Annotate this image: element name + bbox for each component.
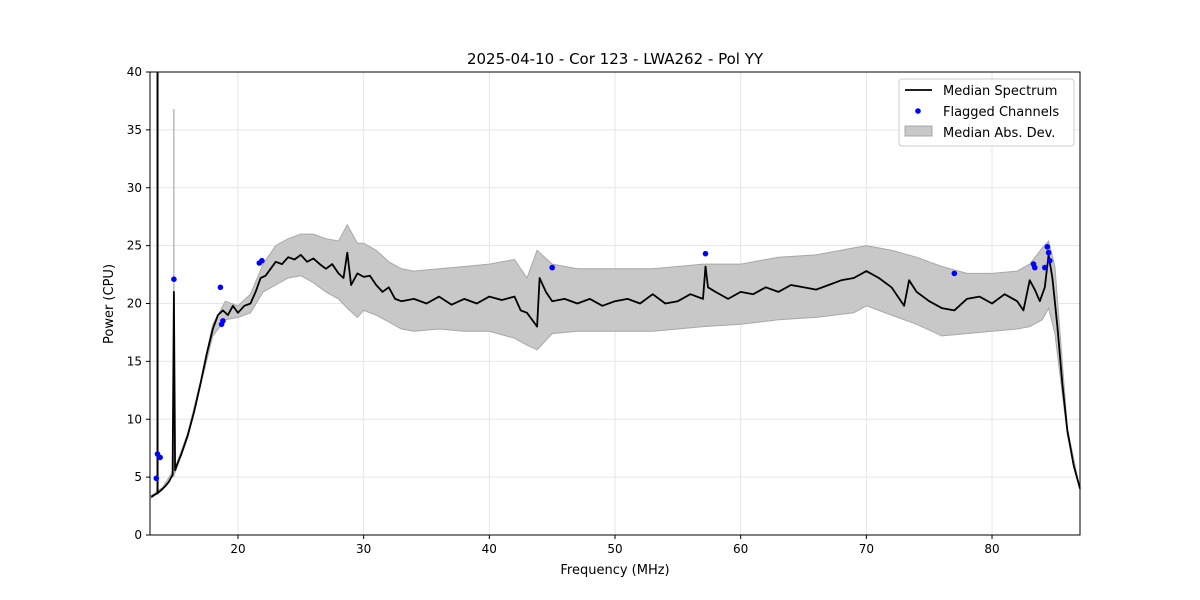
x-tick-label: 40	[482, 542, 497, 556]
y-tick-label: 35	[127, 123, 142, 137]
x-axis-label: Frequency (MHz)	[560, 563, 669, 578]
y-tick-label: 30	[127, 181, 142, 195]
y-tick-label: 0	[134, 528, 142, 542]
y-axis-label: Power (CPU)	[102, 264, 117, 344]
x-axis-ticks: 20 30 40 50 60 70 80	[230, 535, 1000, 556]
flagged-channel-point	[220, 318, 226, 324]
y-tick-label: 20	[127, 297, 142, 311]
legend-label-flagged: Flagged Channels	[943, 105, 1059, 120]
flagged-channel-point	[549, 264, 555, 271]
legend-label-median: Median Spectrum	[943, 84, 1057, 99]
flagged-points-group	[153, 244, 1053, 482]
x-tick-label: 80	[984, 542, 999, 556]
flagged-channel-point	[1042, 264, 1048, 271]
flagged-channel-point	[153, 475, 160, 482]
y-tick-label: 15	[127, 354, 142, 368]
flagged-channel-point	[217, 284, 224, 291]
x-tick-label: 20	[230, 542, 245, 556]
legend-label-mad: Median Abs. Dev.	[943, 126, 1055, 141]
legend-marker-swatch	[915, 108, 921, 114]
y-tick-label: 40	[127, 65, 142, 79]
legend: Median Spectrum Flagged Channels Median …	[898, 78, 1075, 147]
flagged-channel-point	[1032, 264, 1038, 271]
x-tick-label: 30	[356, 542, 371, 556]
legend-patch-swatch	[904, 125, 933, 137]
chart-title: 2025-04-10 - Cor 123 - LWA262 - Pol YY	[467, 50, 764, 68]
flagged-channel-point	[1044, 244, 1051, 250]
flagged-channel-point	[171, 276, 177, 283]
flagged-channel-point	[1047, 257, 1053, 264]
median-spectrum-line	[150, 251, 1081, 498]
legend-box	[898, 78, 1075, 147]
median-line-group	[150, 72, 1081, 498]
y-axis-ticks: 0 5 10 15 20 25 30 35 40	[127, 65, 150, 542]
flagged-channel-point	[951, 270, 958, 277]
y-tick-label: 5	[134, 470, 142, 484]
flagged-channel-point	[702, 250, 709, 257]
flagged-channel-point	[157, 454, 163, 461]
flagged-channel-point	[1045, 249, 1052, 256]
x-tick-label: 70	[859, 542, 874, 556]
flagged-channel-point	[259, 257, 265, 264]
x-tick-label: 50	[607, 542, 622, 556]
x-tick-label: 60	[733, 542, 748, 556]
y-tick-label: 10	[127, 412, 142, 426]
y-tick-label: 25	[127, 239, 142, 253]
